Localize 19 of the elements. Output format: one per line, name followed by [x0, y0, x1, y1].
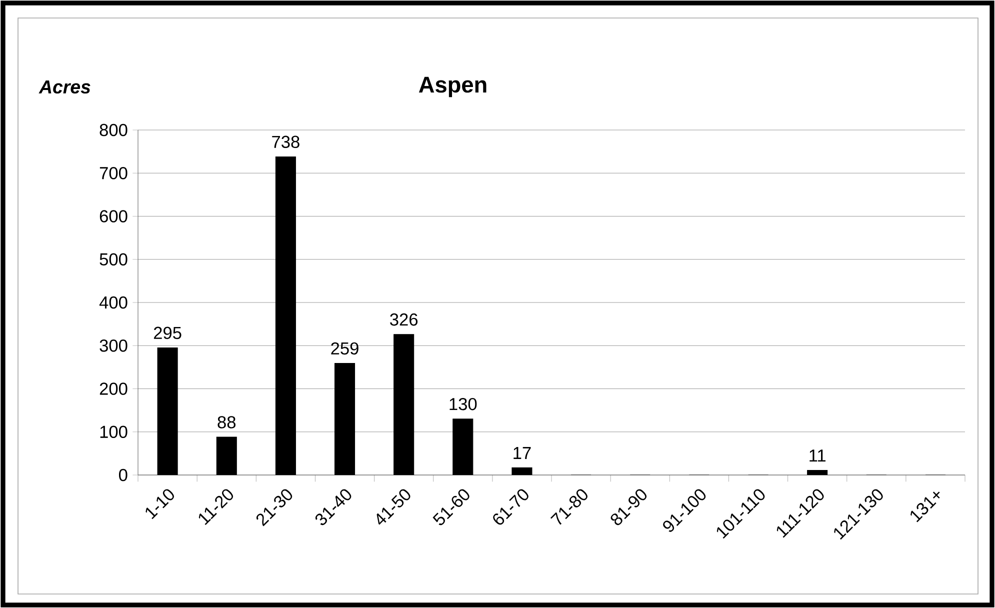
data-label: 295	[154, 326, 182, 340]
y-tick-label: 800	[100, 124, 128, 136]
data-label: 259	[331, 342, 358, 355]
y-tick-label: 300	[100, 339, 128, 352]
y-tick-label: 0	[118, 468, 128, 482]
data-label: 17	[514, 447, 531, 459]
y-tick-label: 600	[100, 210, 128, 222]
data-label: 738	[272, 136, 300, 148]
data-label: 326	[390, 313, 418, 326]
y-tick-label: 700	[100, 166, 128, 180]
y-tick-label: 200	[100, 382, 128, 395]
chart-title: Aspen	[418, 76, 486, 98]
data-label: 130	[450, 398, 477, 410]
y-tick-label: 500	[100, 253, 128, 266]
y-axis-title: Acres	[38, 80, 90, 94]
y-tick-label: 100	[100, 426, 128, 438]
data-label: 11	[810, 450, 826, 462]
y-tick-label: 400	[99, 296, 128, 309]
data-label: 88	[218, 416, 236, 428]
